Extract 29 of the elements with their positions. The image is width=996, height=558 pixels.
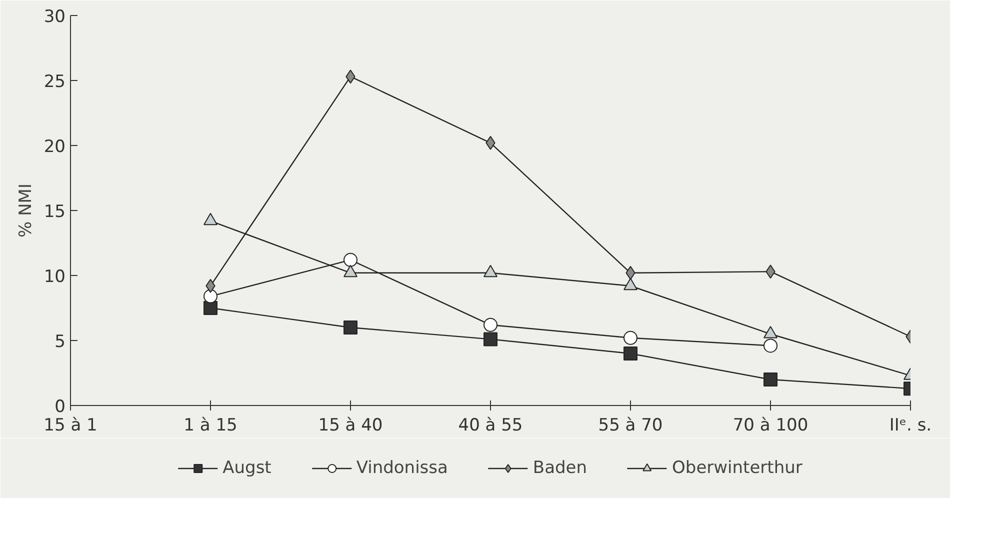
- point: [624, 346, 638, 360]
- y-tick-label: 0: [54, 397, 66, 417]
- y-axis-title: % NMI: [16, 184, 36, 238]
- point: [344, 320, 358, 334]
- legend-label: Augst: [222, 458, 272, 478]
- legend-label: Baden: [532, 458, 588, 478]
- legend-label: Vindonissa: [356, 458, 448, 478]
- x-tick-label: 15 à 40: [318, 416, 383, 436]
- y-tick-label: 5: [54, 332, 66, 352]
- point: [624, 330, 638, 345]
- point: [484, 332, 498, 346]
- legend-label: Oberwinterthur: [672, 458, 802, 478]
- y-tick-label: 10: [44, 267, 66, 287]
- x-tick-label: 15 à 1: [44, 416, 98, 436]
- point: [344, 252, 358, 267]
- point: [204, 289, 218, 304]
- point: [764, 338, 778, 353]
- x-tick-label: IIᵉ. s.: [889, 416, 932, 436]
- point: [204, 301, 218, 315]
- y-tick-label: 20: [44, 137, 66, 157]
- x-tick-label: 1 à 15: [184, 416, 238, 436]
- point: [484, 318, 498, 332]
- x-tick-label: 40 à 55: [458, 416, 523, 436]
- y-tick-label: 30: [44, 7, 66, 27]
- x-tick-label: 55 à 70: [598, 416, 663, 436]
- y-tick-label: 15: [44, 202, 66, 222]
- y-tick-label: 25: [44, 72, 66, 92]
- point: [764, 372, 778, 386]
- x-tick-label: 70 à 100: [732, 416, 808, 436]
